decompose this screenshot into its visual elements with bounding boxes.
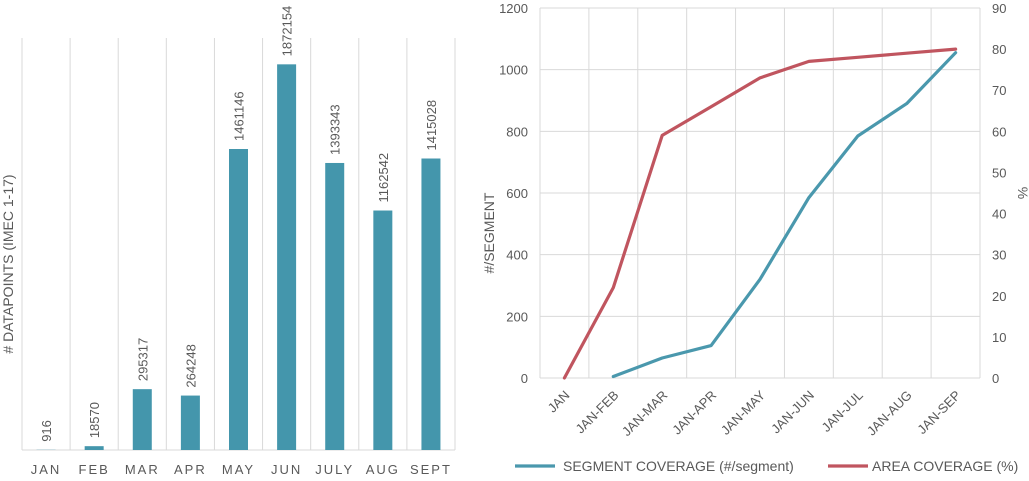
x-tick-label: JAN-JUL [819, 388, 866, 435]
legend-entry: AREA COVERAGE (%) [872, 458, 1018, 474]
bar-sept [421, 158, 441, 451]
x-tick-label: MAR [125, 462, 160, 477]
y-right-tick-label: 50 [992, 165, 1006, 180]
y-right-tick-label: 70 [992, 83, 1006, 98]
x-tick-label: JAN-SEP [914, 388, 963, 437]
bar-value-label: 18570 [87, 402, 102, 438]
bar-may [229, 149, 248, 451]
x-tick-label: FEB [79, 462, 110, 477]
y-right-tick-label: 10 [992, 330, 1006, 345]
x-tick-label: JUN [271, 462, 302, 477]
bar-value-label: 1393343 [328, 104, 343, 155]
bar-value-label: 295317 [135, 338, 150, 381]
x-tick-label: JAN-AUG [864, 388, 915, 439]
bar-value-label: 1872154 [280, 6, 295, 57]
y-right-tick-label: 30 [992, 248, 1006, 263]
x-tick-label: JAN-JUN [768, 388, 817, 437]
x-tick-label: MAY [222, 462, 255, 477]
x-tick-label: JAN-MAY [718, 387, 769, 438]
x-tick-label: JAN [545, 388, 573, 416]
y-left-tick-label: 0 [521, 371, 528, 386]
bar-aug [373, 210, 393, 450]
bar-value-label: 264248 [183, 344, 198, 387]
y-left-tick-label: 1200 [499, 1, 528, 16]
y-left-tick-label: 400 [506, 248, 528, 263]
bar-value-label: 916 [39, 420, 54, 442]
x-tick-label: JAN-MAR [619, 388, 670, 439]
y-left-tick-label: 1000 [499, 63, 528, 78]
x-tick-label: JAN-FEB [573, 388, 622, 437]
bar-feb [84, 446, 104, 450]
bar-apr [180, 395, 200, 450]
y-right-tick-label: 0 [992, 371, 999, 386]
y-left-tick-label: 200 [506, 309, 528, 324]
y-left-tick-label: 800 [506, 124, 528, 139]
y-right-axis-title: % [1015, 187, 1029, 199]
bar-mar [132, 389, 152, 450]
y-right-tick-label: 90 [992, 1, 1006, 16]
bar-july [325, 162, 345, 450]
x-tick-label: JULY [315, 462, 354, 477]
datapoints-bar-chart: 916 JAN 18570 FEB 295317 MAR 264248 APR 1461146 M… [0, 6, 456, 477]
bar-value-label: 1461146 [232, 91, 247, 141]
bar-value-label: 1162542 [376, 153, 391, 203]
y-axis-title: # DATAPOINTS (IMEC 1-17) [0, 174, 16, 353]
x-tick-label: JAN [31, 462, 62, 477]
bar-jun [277, 64, 297, 450]
segment-coverage-line [611, 51, 958, 379]
x-tick-label: SEPT [410, 462, 452, 477]
x-tick-label: APR [174, 462, 207, 477]
y-right-tick-label: 60 [992, 124, 1006, 139]
legend-entry: SEGMENT COVERAGE (#/segment) [563, 458, 794, 474]
y-right-tick-label: 80 [992, 42, 1006, 57]
area-coverage-line [562, 47, 958, 380]
x-tick-label: JAN-APR [669, 388, 719, 438]
bar-value-label: 1415028 [424, 100, 439, 151]
y-right-tick-label: 20 [992, 289, 1006, 304]
y-right-tick-label: 40 [992, 207, 1006, 222]
y-left-axis-title: #/SEGMENT [481, 192, 497, 273]
x-tick-label: AUG [366, 462, 400, 477]
y-left-tick-label: 600 [506, 186, 528, 201]
